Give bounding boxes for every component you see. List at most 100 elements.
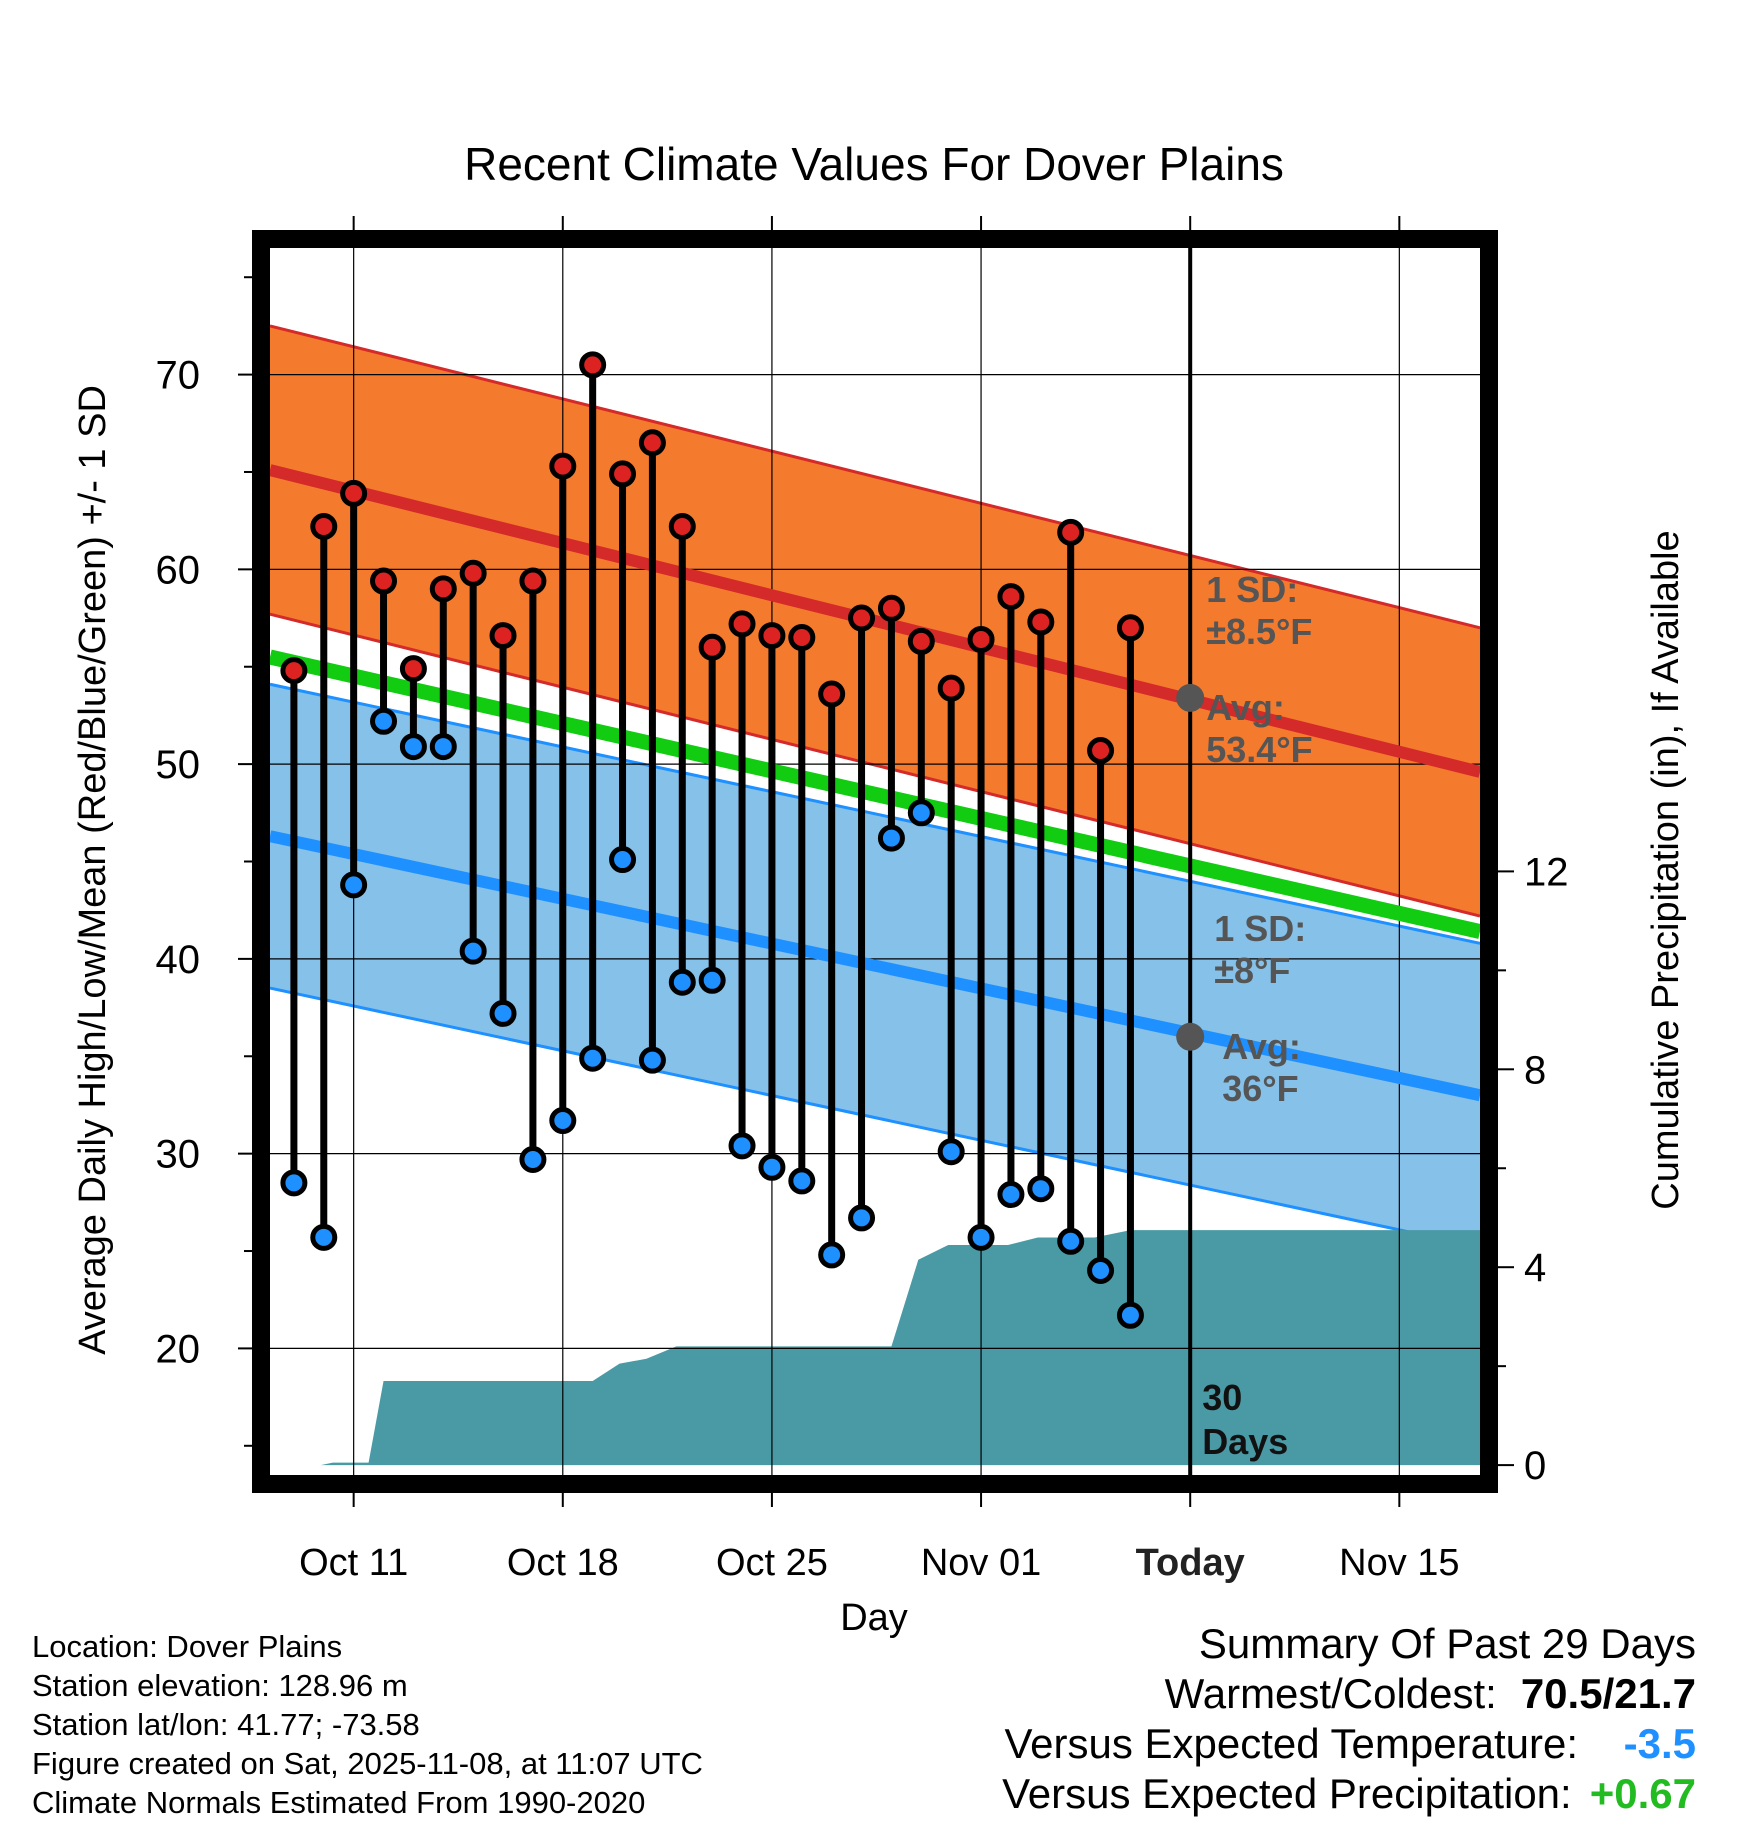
low-temp-point [788, 1167, 816, 1195]
summary-warmest-row: Warmest/Coldest: 70.5/21.7 [1002, 1669, 1696, 1719]
summary-title: Summary Of Past 29 Days [1198, 1620, 1696, 1667]
low-temp-point [1057, 1227, 1085, 1255]
low-temp-point [638, 1046, 666, 1074]
location-text: Location: Dover Plains [32, 1629, 343, 1664]
summary-precip-row: Versus Expected Precipitation: +0.67 [1002, 1769, 1696, 1819]
precip-label: Versus Expected Precipitation: [1002, 1770, 1572, 1817]
low-temp-point [429, 733, 457, 761]
temp-value: -3.5 [1623, 1720, 1696, 1767]
low-temp-point [758, 1153, 786, 1181]
high-temp-point [489, 622, 517, 650]
y-tick-label: 20 [156, 1327, 201, 1371]
low-temp-point [370, 707, 398, 735]
low-temp-point [340, 871, 368, 899]
high-temp-point [937, 674, 965, 702]
high-temp-point [1087, 736, 1115, 764]
x-tick-label: Oct 11 [299, 1542, 408, 1584]
low-avg-annotation: Avg: [1222, 1026, 1301, 1067]
high-temp-point [848, 604, 876, 632]
summary-temp-row: Versus Expected Temperature: -3.5 [1002, 1719, 1696, 1769]
low-temp-point [519, 1145, 547, 1173]
x-tick-label: Oct 25 [716, 1542, 828, 1584]
low-temp-point [698, 966, 726, 994]
high-temp-point [967, 625, 995, 653]
high-sd-annotation: ±8.5°F [1206, 611, 1312, 652]
low-temp-point [728, 1132, 756, 1160]
today-low-avg-marker [1176, 1022, 1205, 1051]
x-tick-label: Nov 01 [921, 1542, 1041, 1584]
low-temp-point [848, 1204, 876, 1232]
high-temp-point [370, 567, 398, 595]
low-temp-point [1087, 1257, 1115, 1284]
high-temp-point [638, 429, 666, 457]
low-sd-annotation: ±8°F [1214, 950, 1290, 991]
low-temp-point [997, 1181, 1025, 1209]
y2-tick-label: 4 [1524, 1246, 1546, 1290]
high-temp-point [459, 559, 487, 587]
x-axis-label: Day [840, 1597, 908, 1639]
low-temp-point [1027, 1175, 1055, 1203]
low-sd-annotation: 1 SD: [1214, 908, 1306, 949]
high-avg-line [268, 464, 1482, 778]
summary-panel: Summary Of Past 29 Days Warmest/Coldest:… [1002, 1619, 1696, 1819]
y-tick-label: 40 [156, 938, 201, 982]
temp-label: Versus Expected Temperature: [1004, 1720, 1578, 1767]
high-temp-point [698, 633, 726, 661]
y2-tick-label: 0 [1524, 1444, 1546, 1488]
low-temp-point [489, 999, 517, 1027]
y2-tick-label: 12 [1524, 850, 1569, 894]
low-temp-point [459, 937, 487, 965]
low-temp-point [818, 1241, 846, 1269]
low-temp-point [937, 1138, 965, 1166]
y-tick-label: 70 [156, 354, 201, 398]
high-temp-point [579, 351, 607, 379]
low-temp-point [668, 968, 696, 996]
low-temp-point [280, 1169, 308, 1197]
high-temp-point [668, 513, 696, 541]
high-temp-point [399, 655, 427, 683]
high-sd-upper-line [269, 324, 1481, 630]
high-sd-annotation: 1 SD: [1206, 569, 1298, 610]
high-temp-point [788, 624, 816, 652]
high-temp-point [1057, 518, 1085, 546]
high-temp-point [1027, 608, 1055, 636]
high-temp-point [758, 622, 786, 650]
today-days-label: Days [1202, 1421, 1288, 1462]
low-temp-point [967, 1223, 995, 1251]
x-tick-label: Oct 18 [507, 1542, 619, 1584]
y-tick-label: 30 [156, 1133, 201, 1177]
high-temp-point [310, 513, 338, 541]
high-temp-point [877, 594, 905, 622]
normals-text: Climate Normals Estimated From 1990-2020 [32, 1785, 646, 1820]
high-temp-point [907, 627, 935, 655]
y-tick-label: 50 [156, 743, 201, 787]
high-temp-point [728, 610, 756, 638]
y2-tick-label: 8 [1524, 1048, 1546, 1092]
low-temp-point [399, 733, 427, 761]
low-temp-point [1116, 1301, 1144, 1329]
chart-title: Recent Climate Values For Dover Plains [464, 138, 1284, 190]
low-temp-point [907, 799, 935, 827]
low-temp-point [310, 1223, 338, 1251]
high-temp-point [519, 567, 547, 595]
low-temp-point [609, 846, 637, 874]
x-tick-label: Today [1136, 1542, 1245, 1584]
high-avg-annotation: 53.4°F [1206, 729, 1312, 770]
low-temp-point [877, 824, 905, 852]
precip-value: +0.67 [1589, 1770, 1696, 1817]
high-temp-point [1116, 614, 1144, 642]
high-temp-point [609, 460, 637, 488]
high-temp-point [818, 680, 846, 708]
low-sd-lower-line [269, 986, 1481, 1249]
today-high-avg-marker [1176, 683, 1205, 712]
warmest-value: 70.5/21.7 [1520, 1670, 1696, 1717]
low-temp-point [549, 1107, 577, 1135]
low-temp-point [579, 1044, 607, 1072]
high-temp-point [549, 452, 577, 480]
high-temp-point [340, 479, 368, 507]
today-days-label: 30 [1202, 1377, 1242, 1418]
high-temp-point [429, 575, 457, 603]
x-tick-label: Nov 15 [1339, 1542, 1459, 1584]
created-text: Figure created on Sat, 2025-11-08, at 11… [32, 1746, 703, 1781]
